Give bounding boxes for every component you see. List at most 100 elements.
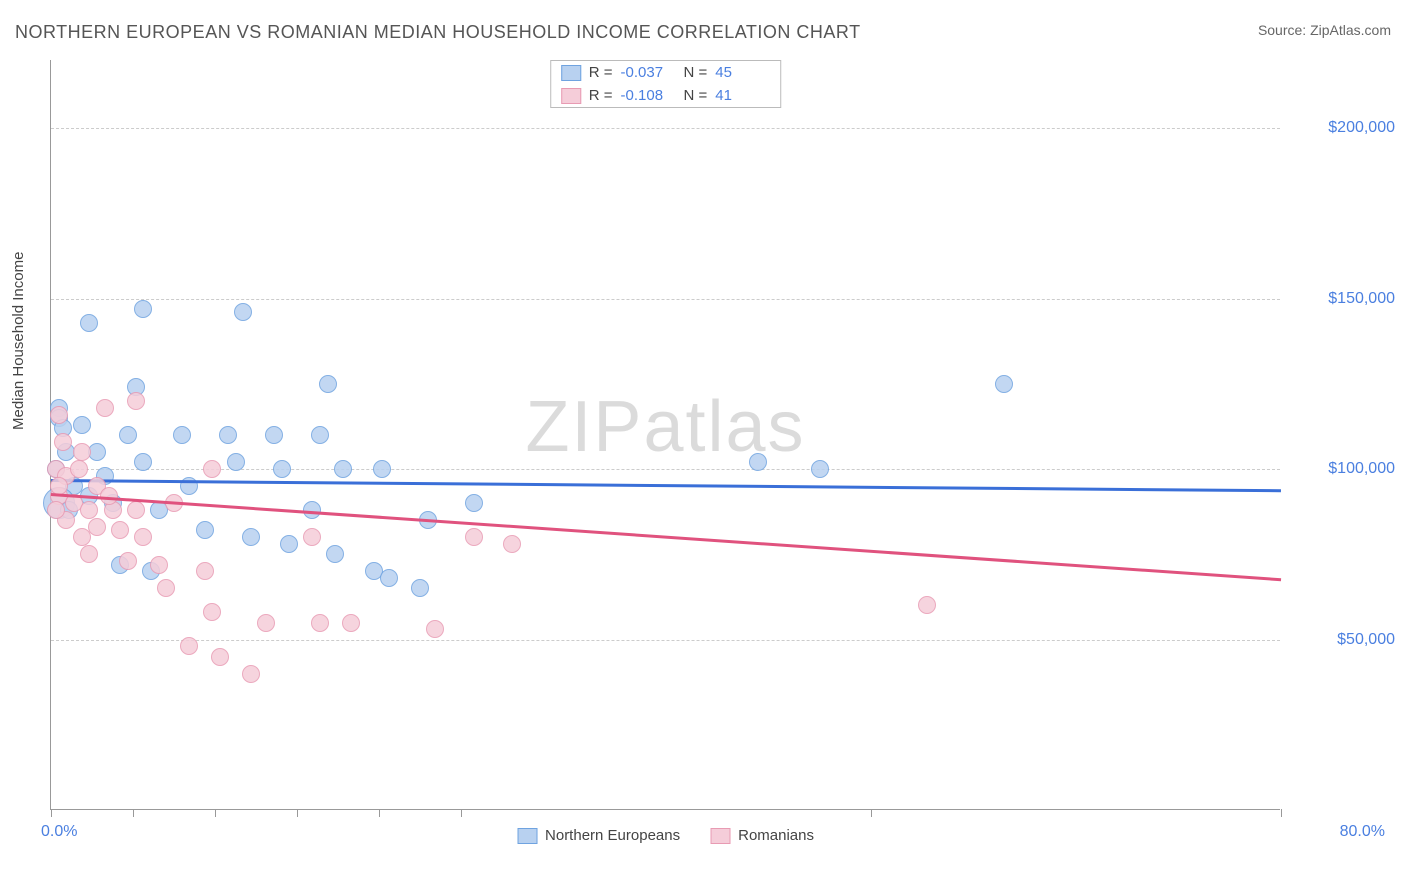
y-tick-label: $50,000	[1337, 631, 1395, 649]
y-tick-label: $100,000	[1328, 460, 1395, 478]
data-point	[80, 314, 98, 332]
data-point	[96, 399, 114, 417]
r-value: -0.108	[621, 87, 676, 104]
data-point	[196, 562, 214, 580]
n-value: 45	[715, 64, 770, 81]
r-label: R =	[589, 87, 613, 104]
correlation-legend: R = -0.037 N = 45 R = -0.108 N = 41	[550, 60, 782, 108]
legend-label: Romanians	[738, 827, 814, 844]
data-point	[134, 453, 152, 471]
data-point	[203, 603, 221, 621]
data-point	[280, 535, 298, 553]
data-point	[227, 453, 245, 471]
x-tick	[133, 809, 134, 817]
data-point	[80, 501, 98, 519]
data-point	[50, 406, 68, 424]
legend-label: Northern Europeans	[545, 827, 680, 844]
data-point	[373, 460, 391, 478]
data-point	[80, 545, 98, 563]
data-point	[265, 426, 283, 444]
data-point	[411, 579, 429, 597]
chart-title: NORTHERN EUROPEAN VS ROMANIAN MEDIAN HOU…	[15, 22, 861, 43]
x-tick	[1281, 809, 1282, 817]
data-point	[380, 569, 398, 587]
data-point	[54, 433, 72, 451]
legend-row: R = -0.108 N = 41	[551, 84, 781, 107]
x-axis-end: 80.0%	[1340, 823, 1385, 841]
data-point	[811, 460, 829, 478]
source-link[interactable]: ZipAtlas.com	[1310, 22, 1391, 38]
data-point	[88, 443, 106, 461]
data-point	[319, 375, 337, 393]
data-point	[157, 579, 175, 597]
source-label: Source: ZipAtlas.com	[1258, 22, 1391, 38]
y-tick-label: $150,000	[1328, 290, 1395, 308]
data-point	[995, 375, 1013, 393]
data-point	[342, 614, 360, 632]
data-point	[257, 614, 275, 632]
data-point	[88, 518, 106, 536]
data-point	[134, 528, 152, 546]
x-tick	[297, 809, 298, 817]
legend-swatch	[710, 828, 730, 844]
data-point	[918, 596, 936, 614]
gridline	[51, 128, 1280, 129]
data-point	[119, 426, 137, 444]
x-tick	[871, 809, 872, 817]
legend-row: R = -0.037 N = 45	[551, 61, 781, 84]
data-point	[334, 460, 352, 478]
data-point	[273, 460, 291, 478]
data-point	[134, 300, 152, 318]
trend-line	[51, 479, 1281, 492]
x-tick	[379, 809, 380, 817]
data-point	[111, 521, 129, 539]
legend-item: Northern Europeans	[517, 827, 680, 844]
x-axis-start: 0.0%	[41, 823, 77, 841]
legend-item: Romanians	[710, 827, 814, 844]
data-point	[242, 665, 260, 683]
data-point	[47, 501, 65, 519]
n-value: 41	[715, 87, 770, 104]
legend-swatch	[517, 828, 537, 844]
data-point	[303, 528, 321, 546]
data-point	[211, 648, 229, 666]
scatter-chart: ZIPatlas R =-0.037N =45R =-0.108N =41 0.…	[50, 60, 1280, 810]
data-point	[127, 392, 145, 410]
data-point	[749, 453, 767, 471]
legend-swatch	[561, 65, 581, 81]
data-point	[70, 460, 88, 478]
data-point	[242, 528, 260, 546]
data-point	[203, 460, 221, 478]
data-point	[465, 528, 483, 546]
legend-swatch	[561, 88, 581, 104]
n-label: N =	[684, 64, 708, 81]
x-tick	[461, 809, 462, 817]
series-legend: Northern Europeans Romanians	[517, 827, 814, 844]
data-point	[73, 416, 91, 434]
data-point	[196, 521, 214, 539]
y-tick-label: $200,000	[1328, 119, 1395, 137]
r-label: R =	[589, 64, 613, 81]
x-tick	[51, 809, 52, 817]
data-point	[180, 637, 198, 655]
gridline	[51, 299, 1280, 300]
trend-line	[51, 493, 1281, 581]
data-point	[150, 556, 168, 574]
data-point	[326, 545, 344, 563]
x-tick	[215, 809, 216, 817]
data-point	[173, 426, 191, 444]
y-axis-label: Median Household Income	[10, 252, 27, 430]
data-point	[73, 443, 91, 461]
data-point	[119, 552, 137, 570]
data-point	[311, 426, 329, 444]
data-point	[426, 620, 444, 638]
data-point	[311, 614, 329, 632]
r-value: -0.037	[621, 64, 676, 81]
data-point	[465, 494, 483, 512]
data-point	[219, 426, 237, 444]
n-label: N =	[684, 87, 708, 104]
gridline	[51, 640, 1280, 641]
data-point	[127, 501, 145, 519]
data-point	[503, 535, 521, 553]
data-point	[234, 303, 252, 321]
